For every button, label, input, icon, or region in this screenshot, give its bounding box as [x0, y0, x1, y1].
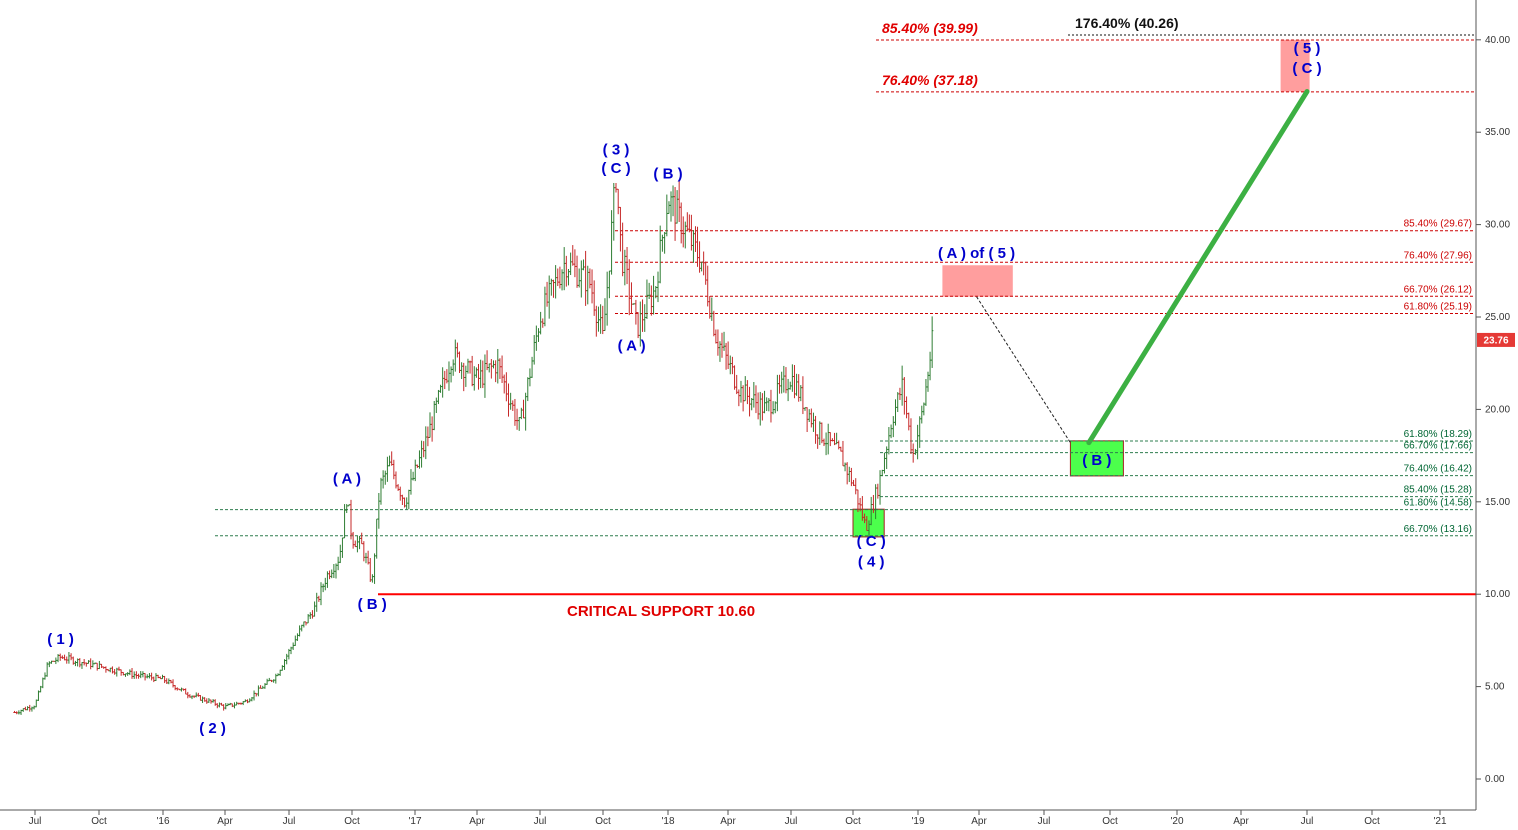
fib-level-label-green: 61.80% (18.29)	[1404, 429, 1472, 440]
target-level-label: 76.40% (37.18)	[882, 72, 978, 88]
y-tick-label: 10.00	[1485, 589, 1510, 600]
wave-A-of-5-zone	[942, 265, 1013, 297]
x-tick-label: Jul	[29, 816, 42, 827]
y-tick-label: 30.00	[1485, 220, 1510, 231]
y-tick-label: 15.00	[1485, 497, 1510, 508]
fib-level-label-green: 85.40% (15.28)	[1404, 485, 1472, 496]
fib-level-label-green: 76.40% (16.42)	[1404, 464, 1472, 475]
x-tick-label: Apr	[217, 816, 233, 827]
fib-level-label-green: 61.80% (14.58)	[1404, 498, 1472, 509]
x-tick-label: Jul	[534, 816, 547, 827]
x-tick-label: Oct	[344, 816, 360, 827]
last-price-background	[1477, 332, 1515, 347]
wave-label: ( C )	[601, 160, 630, 177]
y-tick-label: 5.00	[1485, 682, 1505, 693]
x-tick-label: Apr	[971, 816, 987, 827]
wave-label: ( B )	[1082, 452, 1111, 469]
y-tick-label: 20.00	[1485, 404, 1510, 415]
last-price-badge: 23.76	[1477, 332, 1515, 347]
last-price-value: 23.76	[1483, 335, 1508, 346]
x-tick-label: Oct	[1102, 816, 1118, 827]
x-tick-label: '18	[661, 816, 674, 827]
y-tick-label: 35.00	[1485, 127, 1510, 138]
wave-label: ( 5 )	[1294, 40, 1321, 57]
projection-line-dashed	[976, 296, 1071, 443]
wave-label: ( C )	[1292, 60, 1321, 77]
wave-label: ( A ) of ( 5 )	[938, 245, 1015, 262]
x-tick-label: Apr	[469, 816, 485, 827]
fib-level-label-red: 76.40% (27.96)	[1404, 250, 1472, 261]
extension-level-label: 176.40% (40.26)	[1075, 15, 1179, 31]
fib-level-label-green: 66.70% (17.66)	[1404, 441, 1472, 452]
critical-support-label: CRITICAL SUPPORT 10.60	[567, 603, 755, 620]
wave-label: ( B )	[358, 596, 387, 613]
x-tick-label: '21	[1433, 816, 1446, 827]
fib-level-label-red: 66.70% (26.12)	[1404, 284, 1472, 295]
x-tick-label: Oct	[845, 816, 861, 827]
x-tick-label: Jul	[1301, 816, 1314, 827]
wave-label: ( 3 )	[603, 141, 630, 158]
x-tick-label: '19	[911, 816, 924, 827]
wave-label: ( 4 )	[858, 553, 885, 570]
wave-label: ( B )	[653, 165, 682, 182]
x-tick-label: Apr	[1233, 816, 1249, 827]
wave-label: ( 2 )	[199, 720, 226, 737]
x-tick-label: Oct	[1364, 816, 1380, 827]
target-level-label: 85.40% (39.99)	[882, 20, 978, 36]
x-tick-label: '16	[156, 816, 169, 827]
x-tick-label: Oct	[91, 816, 107, 827]
y-tick-label: 25.00	[1485, 312, 1510, 323]
projection-layer	[976, 89, 1310, 446]
fib-level-label-red: 85.40% (29.67)	[1404, 219, 1472, 230]
wave-labels-layer: ( 1 ) ( 2 ) ( A ) ( B ) ( 3 ) ( C ) ( A ) ( B )…	[47, 40, 1321, 737]
fib-level-label-green: 66.70% (13.16)	[1404, 524, 1472, 535]
x-tick-label: Jul	[1038, 816, 1051, 827]
wave-label: ( A )	[333, 470, 361, 487]
y-tick-label: 0.00	[1485, 774, 1505, 785]
wave-label: ( A )	[618, 337, 646, 354]
x-tick-label: Oct	[595, 816, 611, 827]
projection-line-thick	[1086, 89, 1310, 446]
x-tick-label: Jul	[283, 816, 296, 827]
zones-layer	[852, 39, 1310, 538]
fib-level-label-red: 61.80% (25.19)	[1404, 301, 1472, 312]
x-tick-label: '17	[408, 816, 421, 827]
x-tick-label: Jul	[785, 816, 798, 827]
price-series	[13, 181, 934, 715]
wave-B-zone	[1069, 440, 1124, 477]
x-tick-label: Apr	[720, 816, 736, 827]
wave-5-target-zone	[1280, 39, 1310, 92]
fib-levels-layer: 85.40% (29.67) 76.40% (27.96) 66.70% (26.1…	[215, 15, 1476, 620]
x-tick-label: '20	[1170, 816, 1183, 827]
y-tick-label: 40.00	[1485, 35, 1510, 46]
wave-label: ( C )	[857, 533, 886, 550]
wave-label: ( 1 )	[47, 631, 74, 648]
